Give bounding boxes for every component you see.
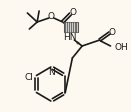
Text: Cl: Cl (24, 73, 33, 82)
Text: N: N (48, 68, 55, 76)
Text: OH: OH (114, 42, 128, 52)
Bar (64, 22, 78, 32)
Text: O: O (109, 28, 116, 37)
Text: HN: HN (63, 32, 76, 42)
Text: O: O (70, 8, 77, 16)
Text: O: O (47, 12, 54, 20)
Text: *: * (75, 41, 79, 50)
